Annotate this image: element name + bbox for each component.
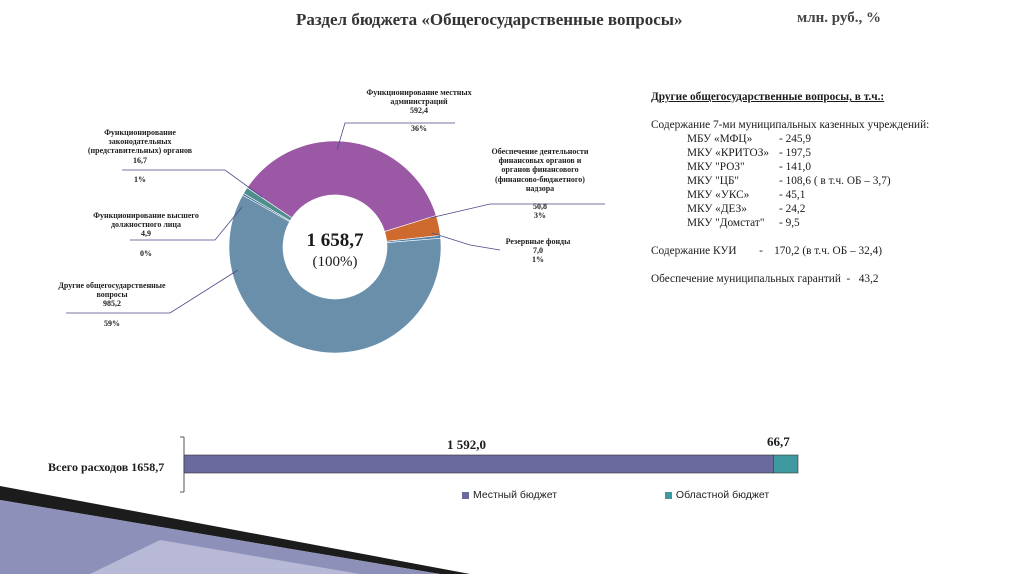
details-item: МКУ «КРИТОЗ» - 197,5 <box>651 146 929 160</box>
bar-segment-0 <box>183 454 774 474</box>
bar-category-label: Всего расходов 1658,7 <box>48 460 165 474</box>
donut-total: 1 658,7 <box>306 230 364 251</box>
details-item-name: МКУ "Домстат" <box>687 217 765 229</box>
legend-swatch-regional <box>664 491 672 499</box>
bar-value-local: 1 592,0 <box>447 437 486 452</box>
bar-value-regional: 66,7 <box>767 434 790 449</box>
leader-line-finance <box>429 203 605 219</box>
page-title: Раздел бюджета «Общегосударственные вопр… <box>296 10 683 29</box>
bar-legend: Местный бюджет Областной бюджет <box>462 489 874 502</box>
donut-slice-5 <box>243 187 293 222</box>
label-highest-official-pct: 0% <box>140 248 152 258</box>
label-reserve-value: 7,0 <box>533 246 543 256</box>
label-legislative-line: законодательных <box>108 137 172 147</box>
donut-total-percent: (100%) <box>312 254 358 270</box>
details-item-value: - 24,2 <box>779 203 806 215</box>
label-highest-official-line: должностного лица <box>110 220 182 230</box>
label-local-admin: Функционирование местных администраций 5… <box>360 88 478 133</box>
leader-line-highest-official <box>130 206 243 241</box>
label-other-issues-line: вопросы <box>96 290 128 300</box>
label-highest-official: Функционирование высшего должностного ли… <box>80 211 212 258</box>
label-finance-line: финансовых органов и <box>498 156 582 166</box>
deco-stripe-mid <box>0 500 440 574</box>
details-title: Другие общегосударственные вопросы, в т.… <box>651 91 885 103</box>
leader-line-legislative <box>122 169 263 198</box>
label-other-issues-pct: 59% <box>104 318 120 328</box>
units-label: млн. руб., % <box>797 10 881 26</box>
details-item: МБУ «МФЦ» - 245,9 <box>651 132 929 146</box>
donut-slice-3 <box>228 194 442 354</box>
details-item-value: - 141,0 <box>779 161 812 173</box>
details-item-value: - 197,5 <box>779 147 812 159</box>
details-kui: Содержание КУИ - 170,2 (в т.ч. ОБ – 32,4… <box>651 245 883 257</box>
label-local-admin-pct: 36% <box>411 123 427 133</box>
label-finance-line: (финансово-бюджетного) <box>495 174 585 184</box>
label-finance-line: органов финансового <box>501 165 579 175</box>
label-legislative-pct: 1% <box>134 174 146 184</box>
leader-line-other-issues <box>66 269 239 314</box>
details-item-name: МКУ «УКС» <box>687 189 750 201</box>
details-guarantees: Обеспечение муниципальных гарантий - 43,… <box>651 273 879 285</box>
details-item-name: МКУ "РОЗ" <box>687 161 745 173</box>
details-item: МКУ "ЦБ" - 108,6 ( в т.ч. ОБ – 3,7) <box>651 174 929 188</box>
label-local-admin-line: администраций <box>390 97 448 107</box>
details-intro: Содержание 7-ми муниципальных казенных у… <box>651 119 930 131</box>
legend-item-regional: Областной бюджет <box>664 489 770 501</box>
donut-slice-0 <box>246 140 437 232</box>
label-reserve-line: Резервные фонды <box>505 237 571 246</box>
label-local-admin-value: 592,4 <box>410 106 428 116</box>
legend-swatch-local <box>462 491 469 499</box>
label-legislative: Функционирование законодательных (предст… <box>74 128 206 184</box>
donut-center-label: 1 658,7 (100%) <box>288 230 382 271</box>
bar-segment-1 <box>773 454 799 474</box>
deco-stripe-light <box>90 540 360 574</box>
deco-stripe-dark <box>0 486 470 574</box>
details-item-name: МКУ «ДЕЗ» <box>687 203 747 215</box>
label-finance-value: 50,8 <box>533 201 547 211</box>
label-legislative-value: 16,7 <box>133 155 147 165</box>
details-item: МКУ "РОЗ" - 141,0 <box>651 160 929 174</box>
label-finance-pct: 3% <box>534 211 546 221</box>
label-legislative-line: (представительных) органов <box>87 146 193 156</box>
leader-line-reserve <box>431 232 501 251</box>
label-local-admin-line: Функционирование местных <box>366 88 472 97</box>
label-other-issues: Другие общегосударственные вопросы 985,2… <box>50 281 174 328</box>
details-item: МКУ «ДЕЗ» - 24,2 <box>651 202 929 216</box>
details-item-value: - 245,9 <box>779 133 812 145</box>
details-item-name: МКУ "ЦБ" <box>687 175 740 187</box>
legend-label-regional: Областной бюджет <box>675 489 770 501</box>
legend-label-local: Местный бюджет <box>473 489 557 501</box>
legend-item-local: Местный бюджет <box>462 489 557 501</box>
label-other-issues-line: Другие общегосударственные <box>58 281 166 290</box>
details-item: МКУ «УКС» - 45,1 <box>651 188 929 202</box>
leader-line-local-admin <box>336 122 455 151</box>
label-other-issues-value: 985,2 <box>103 299 121 309</box>
label-finance-line: Обеспечение деятельности <box>491 147 589 156</box>
details-item-value: - 45,1 <box>779 189 806 201</box>
details-panel: Другие общегосударственные вопросы, в т.… <box>651 90 929 286</box>
label-finance-line: надзора <box>525 183 555 193</box>
label-highest-official-line: Функционирование высшего <box>93 211 199 220</box>
details-item-value: - 108,6 ( в т.ч. ОБ – 3,7) <box>779 175 891 187</box>
label-finance: Обеспечение деятельности финансовых орга… <box>482 147 598 220</box>
label-highest-official-value: 4,9 <box>141 229 151 239</box>
details-item-value: - 9,5 <box>779 217 800 229</box>
details-item-name: МБУ «МФЦ» <box>687 133 753 145</box>
label-reserve-pct: 1% <box>532 255 544 265</box>
label-reserve: Резервные фонды 7,0 1% <box>496 237 580 265</box>
details-item-name: МКУ «КРИТОЗ» <box>687 147 770 159</box>
label-legislative-line: Функционирование <box>104 128 176 137</box>
details-item: МКУ "Домстат" - 9,5 <box>651 216 929 230</box>
